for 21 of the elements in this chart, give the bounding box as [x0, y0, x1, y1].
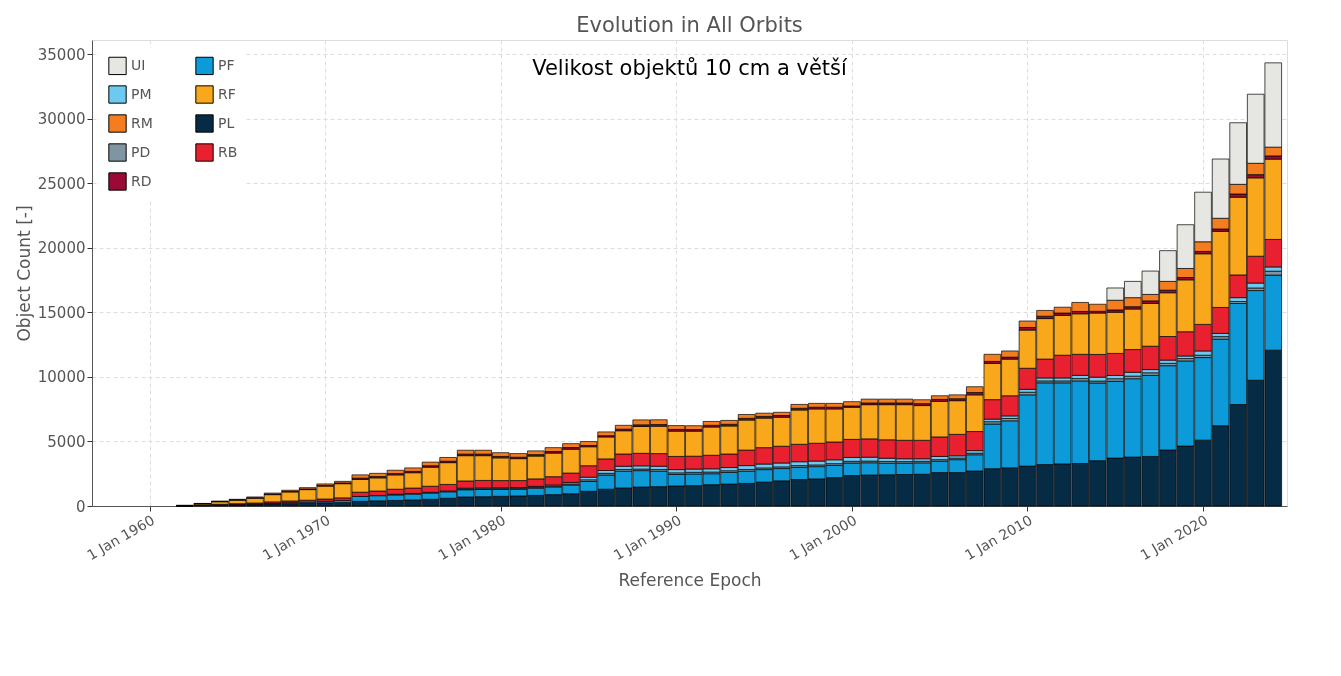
legend-label: PM: [131, 85, 152, 102]
legend-label: PF: [218, 56, 235, 73]
x-axis-title: Reference Epoch: [618, 570, 762, 591]
y-tick-label: 15000: [37, 303, 86, 322]
y-tick-label: 0: [75, 497, 86, 516]
legend-label: PD: [131, 143, 151, 160]
legend-label: UI: [131, 56, 146, 73]
y-tick-label: 30000: [37, 110, 86, 129]
y-tick-label: 25000: [37, 174, 86, 193]
legend-label: RM: [131, 114, 153, 131]
legend-label: RD: [131, 172, 152, 189]
legend-label: RB: [218, 143, 238, 160]
chart-title: Evolution in All Orbits: [576, 13, 803, 37]
y-tick-label: 35000: [37, 45, 86, 64]
annotation: Velikost objektů 10 cm a větší: [532, 56, 849, 80]
y-tick-label: 5000: [47, 432, 86, 451]
legend-label: RF: [218, 85, 236, 102]
y-axis-title: Object Count [-]: [13, 205, 34, 342]
y-tick-label: 10000: [37, 368, 86, 387]
legend-label: PL: [218, 114, 235, 131]
y-tick-label: 20000: [37, 239, 86, 258]
